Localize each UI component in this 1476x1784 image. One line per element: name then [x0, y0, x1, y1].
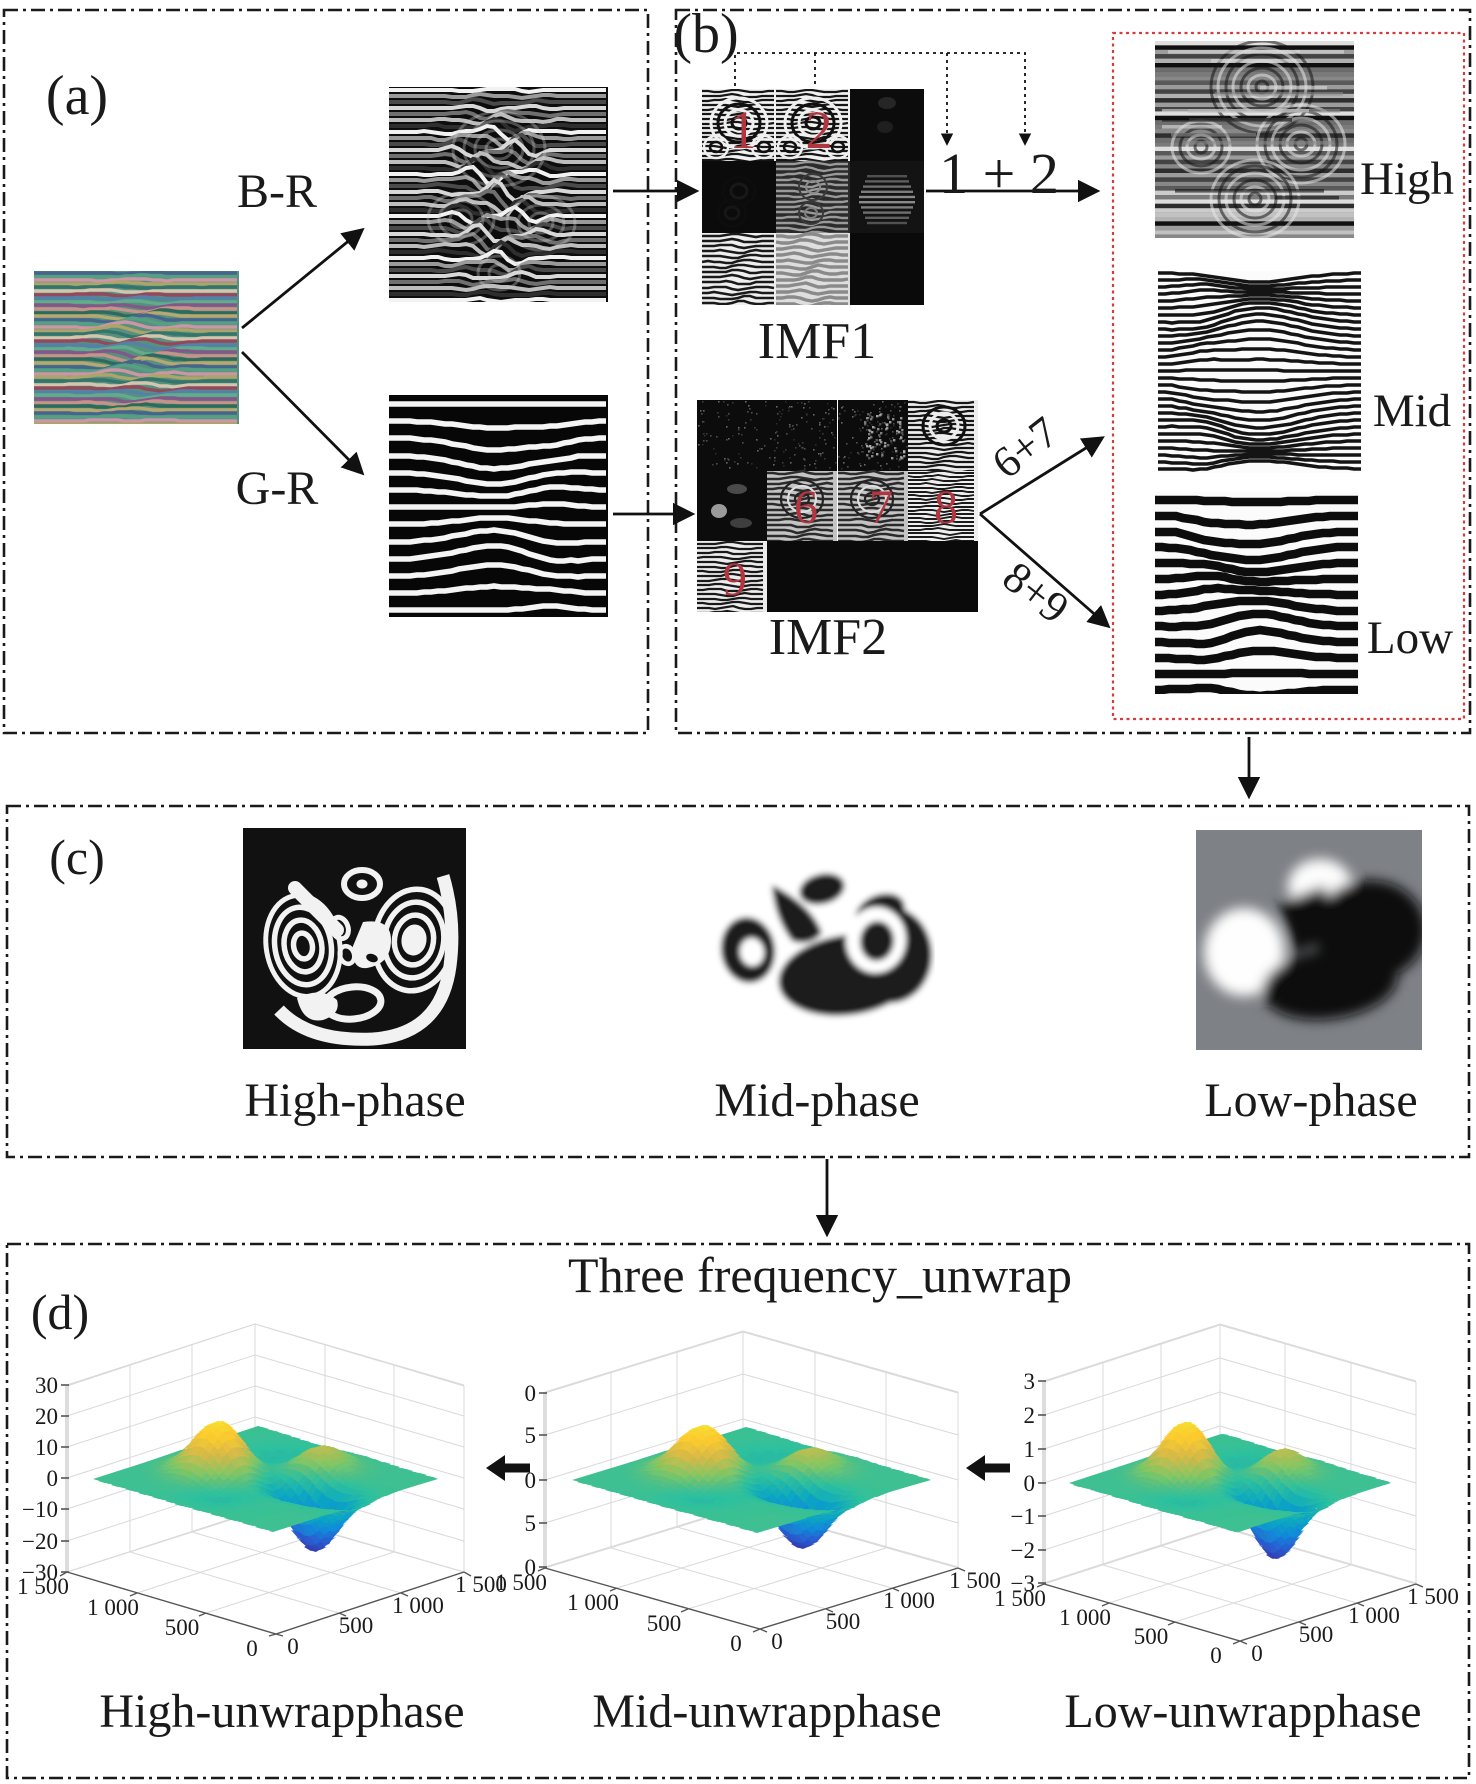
svg-text:(a): (a) [46, 65, 108, 127]
svg-text:5: 5 [525, 1511, 537, 1536]
svg-text:0: 0 [1210, 1643, 1222, 1668]
svg-text:−3: −3 [1011, 1571, 1035, 1596]
svg-text:High-phase: High-phase [244, 1074, 465, 1127]
svg-text:0: 0 [1251, 1641, 1263, 1666]
svg-text:8: 8 [934, 481, 958, 534]
svg-text:−10: −10 [22, 1497, 58, 1522]
svg-text:1 000: 1 000 [87, 1595, 139, 1620]
svg-text:Mid-phase: Mid-phase [714, 1074, 919, 1127]
svg-text:IMF1: IMF1 [758, 313, 876, 370]
svg-text:0: 0 [525, 1555, 537, 1580]
svg-text:1 500: 1 500 [495, 1570, 547, 1595]
svg-text:(d): (d) [31, 1284, 89, 1340]
svg-text:1 500: 1 500 [949, 1568, 1001, 1593]
svg-text:10: 10 [35, 1435, 58, 1460]
svg-text:1 500: 1 500 [17, 1574, 69, 1599]
svg-text:500: 500 [826, 1609, 861, 1634]
svg-text:3: 3 [1024, 1369, 1036, 1394]
svg-text:0: 0 [771, 1629, 783, 1654]
svg-text:9: 9 [723, 553, 747, 606]
svg-text:Low-unwrapphase: Low-unwrapphase [1064, 1685, 1421, 1738]
svg-text:0: 0 [1024, 1471, 1036, 1496]
svg-text:5: 5 [525, 1423, 537, 1448]
svg-text:20: 20 [35, 1404, 58, 1429]
svg-text:−20: −20 [22, 1529, 58, 1554]
svg-text:1: 1 [1024, 1437, 1036, 1462]
svg-text:500: 500 [339, 1613, 374, 1638]
svg-text:0: 0 [246, 1636, 258, 1661]
svg-text:−2: −2 [1011, 1538, 1035, 1563]
svg-text:1 000: 1 000 [883, 1588, 935, 1613]
svg-text:2: 2 [1024, 1403, 1036, 1428]
svg-text:B-R: B-R [237, 165, 317, 218]
svg-text:0: 0 [47, 1466, 59, 1491]
svg-text:Low-phase: Low-phase [1204, 1074, 1417, 1127]
svg-text:(c): (c) [49, 829, 105, 885]
svg-text:IMF2: IMF2 [769, 609, 887, 666]
svg-text:High: High [1360, 153, 1454, 205]
svg-text:−1: −1 [1011, 1504, 1035, 1529]
svg-text:0: 0 [730, 1631, 742, 1656]
svg-text:(b): (b) [673, 3, 738, 65]
svg-text:1 500: 1 500 [994, 1586, 1046, 1611]
svg-text:500: 500 [1299, 1622, 1334, 1647]
svg-text:500: 500 [165, 1615, 200, 1640]
svg-text:1: 1 [730, 100, 757, 160]
svg-text:1 500: 1 500 [455, 1572, 507, 1597]
svg-text:1 000: 1 000 [1348, 1603, 1400, 1628]
svg-text:1 000: 1 000 [392, 1593, 444, 1618]
svg-text:Low: Low [1367, 612, 1453, 664]
svg-text:0: 0 [287, 1634, 299, 1659]
svg-text:Mid-unwrapphase: Mid-unwrapphase [592, 1685, 941, 1738]
svg-text:6: 6 [794, 481, 818, 534]
svg-text:1 000: 1 000 [1059, 1605, 1111, 1630]
svg-text:30: 30 [35, 1373, 58, 1398]
svg-text:500: 500 [647, 1611, 682, 1636]
svg-text:2: 2 [806, 100, 833, 160]
svg-text:0: 0 [525, 1381, 537, 1406]
svg-text:G-R: G-R [236, 462, 319, 515]
svg-text:1 000: 1 000 [567, 1590, 619, 1615]
svg-text:High-unwrapphase: High-unwrapphase [99, 1685, 464, 1738]
svg-text:Three frequency_unwrap: Three frequency_unwrap [568, 1247, 1072, 1303]
svg-text:1 + 2: 1 + 2 [939, 141, 1059, 206]
svg-text:−30: −30 [22, 1560, 58, 1585]
svg-text:500: 500 [1134, 1624, 1169, 1649]
svg-text:Mid: Mid [1373, 385, 1451, 437]
svg-text:7: 7 [869, 481, 893, 534]
svg-text:1 500: 1 500 [1407, 1584, 1459, 1609]
svg-text:0: 0 [525, 1468, 537, 1493]
